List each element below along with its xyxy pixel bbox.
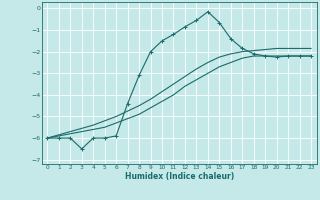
X-axis label: Humidex (Indice chaleur): Humidex (Indice chaleur) <box>124 172 234 181</box>
